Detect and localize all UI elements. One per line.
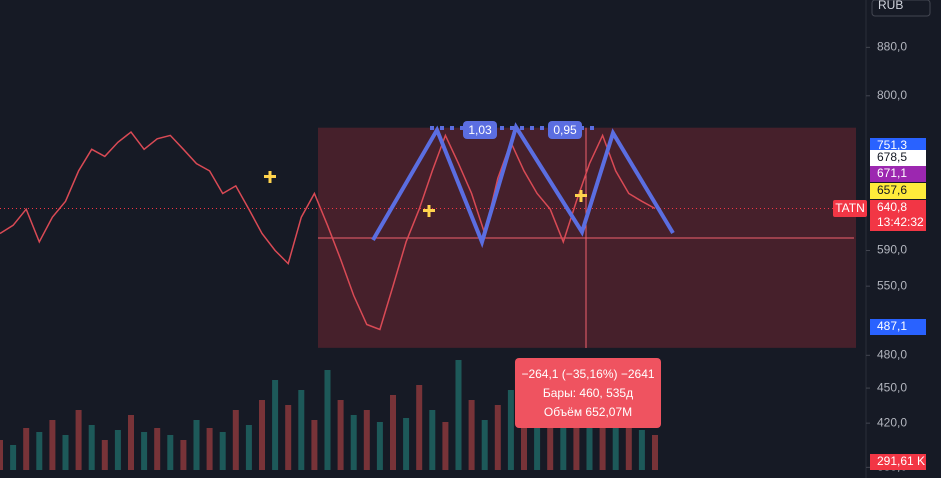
volume-bar — [154, 428, 161, 470]
currency[interactable]: RUB — [878, 0, 903, 12]
volume-bar — [599, 410, 606, 470]
volume-bar — [573, 400, 580, 470]
ticker: TATN — [835, 201, 865, 215]
pattern-label: 1,03 — [468, 123, 492, 137]
price-badge-label: 678,5 — [877, 150, 907, 164]
measure-text: −264,1 (−35,16%) −2641 — [521, 367, 654, 381]
volume-bar — [652, 435, 658, 470]
timer-badge — [870, 215, 926, 231]
volume-bar — [167, 435, 174, 470]
price-badge — [870, 319, 926, 335]
volume-bar — [560, 405, 567, 470]
volume-bar — [10, 445, 17, 470]
volume-bar — [180, 440, 187, 470]
currency-box[interactable] — [871, 0, 931, 17]
pattern-label: 0,95 — [553, 123, 577, 137]
volume-bar — [36, 432, 43, 470]
pattern-badge — [463, 121, 497, 139]
volume-bar — [324, 370, 331, 470]
volume-bar — [429, 410, 436, 470]
volume-bar — [507, 390, 514, 470]
volume-bar — [376, 422, 383, 470]
y-tick-label: 450,0 — [877, 380, 907, 394]
volume-bar — [494, 405, 501, 470]
volume-bar — [141, 432, 148, 470]
volume-bar — [337, 400, 344, 470]
volume-bar — [75, 410, 82, 470]
volume-label: 291,61 K — [877, 454, 925, 468]
volume-bar — [206, 428, 213, 470]
volume-bar — [193, 420, 200, 470]
volume-bar — [612, 415, 619, 470]
price-badge-label: 640,8 — [877, 200, 907, 214]
volume-bar — [62, 435, 69, 470]
volume-bar — [625, 425, 632, 470]
timer: 13:42:32 — [877, 215, 924, 229]
price-badge-label: 671,1 — [877, 166, 907, 180]
volume-bar — [350, 415, 357, 470]
measure-text: Объём 652,07M — [544, 405, 632, 419]
volume-bar — [298, 390, 305, 470]
volume-bar — [455, 360, 462, 470]
volume-bar — [49, 420, 56, 470]
volume-bar — [128, 415, 134, 470]
volume-bar — [586, 420, 593, 470]
volume-bar — [363, 410, 370, 470]
price-badge-label: 751,3 — [877, 138, 907, 152]
price-badge — [870, 166, 926, 182]
price-badge — [870, 200, 926, 216]
marks: 880,0800,0590,0550,0480,0450,0420,0385,0… — [0, 40, 926, 474]
y-tick-label: 420,0 — [877, 415, 907, 429]
price-badge — [870, 183, 926, 199]
volume-bar — [232, 410, 239, 470]
volume-bar — [101, 440, 108, 470]
volume-bar — [468, 400, 475, 470]
volume-bar — [219, 432, 226, 470]
crosses — [264, 171, 587, 217]
volume-bar — [481, 420, 488, 470]
ticker-badge — [833, 200, 867, 217]
price-line — [0, 130, 656, 331]
volume-bar — [416, 385, 423, 470]
price-badge-label: 487,1 — [877, 319, 907, 333]
volume-bar — [534, 410, 541, 470]
volume-bar — [521, 415, 527, 470]
measure-text: Бары: 460, 535д — [543, 386, 633, 400]
volume-bar — [0, 440, 3, 470]
pattern-badge — [548, 121, 582, 139]
measure-tooltip — [515, 358, 661, 428]
volume-bar — [311, 420, 318, 470]
volume-bar — [245, 425, 252, 470]
volume-bar — [390, 395, 396, 470]
volume-bar — [403, 418, 410, 470]
volume-bar — [285, 405, 292, 470]
volume-badge — [870, 454, 926, 470]
y-tick-label: 480,0 — [877, 347, 907, 361]
y-tick-label: 880,0 — [877, 40, 907, 54]
volume-bar — [114, 430, 121, 470]
volume-bar — [23, 428, 30, 470]
y-tick-label: 800,0 — [877, 88, 907, 102]
volume-bar — [272, 380, 279, 470]
price-badge — [870, 150, 926, 166]
y-tick-label: 550,0 — [877, 278, 907, 292]
volume-bar — [638, 430, 645, 470]
volume-bar — [259, 400, 265, 470]
y-tick-label: 590,0 — [877, 243, 907, 257]
price-badge-label: 657,6 — [877, 183, 907, 197]
pattern-drawing — [371, 122, 675, 249]
volume-bar — [88, 425, 95, 470]
volume-bar — [442, 422, 449, 470]
